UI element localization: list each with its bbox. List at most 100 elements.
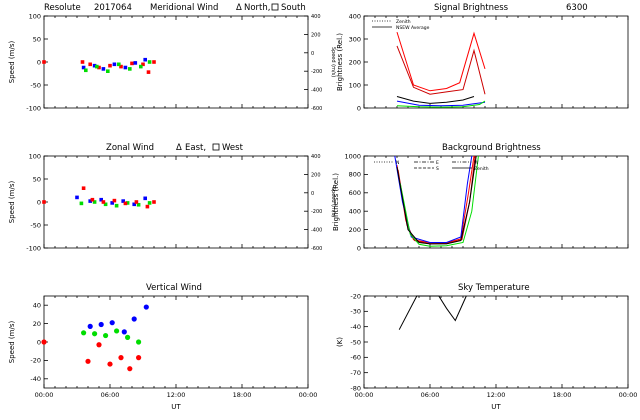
meridional-ytick-label: 50	[33, 35, 41, 43]
sky-xtick-label: 12:00	[487, 391, 506, 399]
meridional-point-north	[88, 63, 92, 67]
sky-xtick-label: 00:00	[619, 391, 638, 399]
sky-title: Sky Temperature	[458, 283, 530, 293]
square-marker-icon	[272, 4, 278, 10]
sky-ytick-label: -60	[350, 354, 361, 362]
zonal-ytick-label: -50	[30, 221, 41, 229]
meridional-point-north	[152, 60, 156, 64]
vertical-point-green	[114, 328, 119, 333]
zonal-point-red	[152, 200, 156, 204]
vertical-xtick-label: 12:00	[167, 391, 186, 399]
signal-title: Signal Brightness	[434, 3, 509, 13]
signal-ytick-label: 200	[349, 58, 361, 66]
background-ytick-label: 0	[357, 244, 361, 252]
sky-ylabel: (K)	[336, 337, 344, 347]
zonal-point-east	[75, 196, 79, 200]
meridional-point-south	[143, 58, 147, 62]
vertical-point-red	[118, 355, 123, 360]
vertical-point-green	[92, 331, 97, 336]
triangle-marker-icon: Δ	[236, 3, 242, 13]
meridional-ylabel: Speed (m/s)	[8, 41, 16, 84]
vertical-point-green	[125, 335, 130, 340]
zonal-east-label: East,	[185, 143, 206, 153]
zonal-ytick-label: 0	[37, 198, 41, 206]
meridional-point-green	[128, 67, 132, 71]
vertical-ytick-label: -40	[30, 375, 41, 383]
vertical-point-red	[85, 359, 90, 364]
meridional-point-green	[106, 69, 110, 73]
vertical-point-green	[103, 333, 108, 338]
zonal-right-tick-label: -600	[311, 246, 322, 252]
zonal-point-red	[135, 200, 139, 204]
vertical-point-red	[96, 342, 101, 347]
panel-meridional-wind: Resolute 2017064 Meridional Wind Δ North…	[8, 3, 336, 112]
sky-xlabel: UT	[491, 403, 501, 411]
zonal-point-red	[42, 200, 46, 204]
meridional-title: Meridional Wind	[150, 3, 218, 13]
meridional-point-north	[108, 64, 112, 68]
zonal-right-tick-label: 0	[311, 191, 314, 197]
zonal-point-red	[146, 205, 150, 209]
vertical-xtick-label: 00:00	[299, 391, 318, 399]
sky-axes: -20-30-40-50-60-70-8000:00 06:00 12:00 18:0…	[350, 292, 637, 399]
signal-ytick-label: 0	[357, 104, 361, 112]
meridional-point-green	[148, 60, 152, 64]
vertical-axes: 40200-20-4000:00 06:00 12:00 18:00 00:00	[30, 296, 317, 399]
meridional-ytick-label: -100	[26, 104, 41, 112]
zonal-point-red	[91, 198, 95, 202]
zonal-axes: 100500-50-1004002000-200-400-600	[26, 152, 322, 252]
background-series-e	[395, 156, 472, 243]
meridional-right-tick-label: 400	[311, 14, 321, 20]
panel-vertical-wind: Vertical Wind 40 20 0 -20 -40 00:00 06:00 12:00…	[8, 283, 317, 411]
meridional-north-label: North,	[244, 3, 270, 13]
zonal-point-red	[82, 186, 86, 190]
meridional-right-tick-label: 200	[311, 32, 321, 38]
vertical-point-blue	[122, 329, 127, 334]
zonal-point-east	[143, 197, 147, 201]
vertical-point-blue	[88, 324, 93, 329]
zonal-ytick-label: 50	[33, 175, 41, 183]
vertical-plot-frame	[44, 296, 308, 388]
square-marker-icon	[213, 144, 219, 150]
legend-n-label: N	[396, 160, 399, 166]
meridional-point-green	[95, 65, 99, 69]
zonal-right-tick-label: -200	[311, 209, 322, 215]
background-ytick-label: 400	[349, 208, 361, 216]
signal-series-zenith	[397, 97, 474, 104]
sky-plot-frame	[364, 296, 628, 388]
zonal-right-tick-label: 400	[311, 154, 321, 160]
sky-ytick-label: -70	[350, 369, 361, 377]
vertical-ytick-label: 20	[33, 320, 41, 328]
meridional-ytick-label: -50	[30, 81, 41, 89]
zonal-plot-frame	[44, 156, 308, 248]
vertical-ytick-label: 0	[37, 338, 41, 346]
vertical-point-red	[136, 355, 141, 360]
vertical-point-blue	[144, 304, 149, 309]
zonal-point-red	[124, 202, 128, 206]
date-label: 2017064	[94, 3, 132, 13]
signal-ytick-label: 400	[349, 12, 361, 20]
sky-ytick-label: -20	[350, 292, 361, 300]
meridional-point-south	[102, 67, 106, 71]
meridional-ytick-label: 0	[37, 58, 41, 66]
legend-e-label: E	[436, 160, 439, 166]
vertical-xlabel: UT	[171, 403, 181, 411]
panel-signal-brightness: Signal Brightness 6300 4003002001000 Zen…	[336, 3, 628, 112]
legend-nsew-label: NSEW Average	[396, 25, 430, 31]
sky-ytick-label: -30	[350, 308, 361, 316]
signal-ytick-label: 300	[349, 35, 361, 43]
meridional-point-north	[130, 62, 134, 66]
station-name: Resolute	[44, 3, 81, 13]
panel-background-brightness: Background Brightness 10008006004002000 …	[332, 143, 628, 252]
meridional-right-tick-label: -600	[311, 106, 322, 112]
legend-zenith-label: Zenith	[396, 19, 411, 25]
vertical-point-blue	[99, 322, 104, 327]
panel-sky-temperature: Sky Temperature -20-30-40-50-60-70-8000:…	[336, 283, 637, 411]
zonal-ytick-label: -100	[26, 244, 41, 252]
zonal-ylabel: Speed (m/s)	[8, 181, 16, 224]
zonal-title: Zonal Wind	[106, 143, 154, 153]
triangle-marker-icon: Δ	[176, 143, 182, 153]
meridional-point-north	[42, 60, 46, 64]
meridional-point-south	[124, 66, 128, 70]
signal-ylabel: Brightness (Rel.)	[336, 33, 344, 91]
